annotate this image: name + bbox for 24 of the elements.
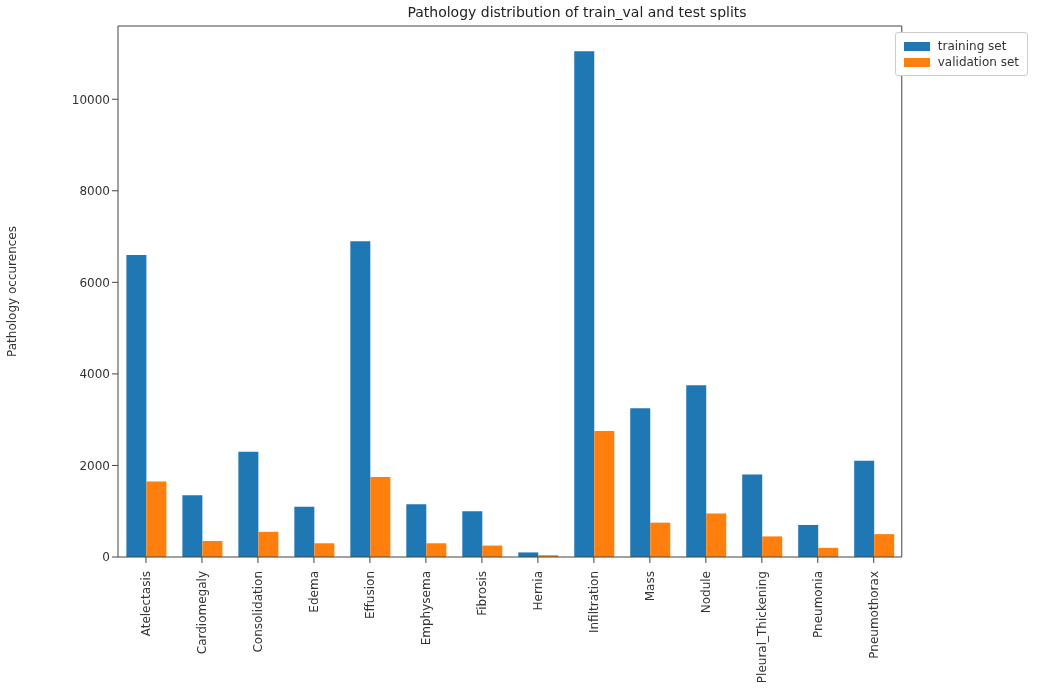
y-tick-label: 8000 [79,184,110,199]
legend-label: validation set [937,55,1019,69]
y-tick-label: 10000 [71,92,110,107]
x-tick-label: Pneumonia [810,571,825,638]
y-tick-label: 4000 [79,367,110,382]
x-tick-label: Consolidation [250,571,265,653]
x-tick-label: Mass [642,571,657,602]
chart-title: Pathology distribution of train_val and test splits [406,4,748,20]
y-tick-label: 6000 [79,275,110,290]
x-tick-label: Pneumothorax [866,571,881,659]
x-tick-label: Effusion [362,571,377,619]
x-tick-label: Fibrosis [474,571,489,616]
y-tick-label: 0 [102,550,110,565]
x-tick-label: Infiltration [586,571,601,634]
x-tick-label: Emphysema [418,571,433,646]
x-tick-label: Atelectasis [138,571,153,637]
x-tick-label: Pleural_Thickening [754,571,769,684]
x-tick-label: Edema [306,571,321,613]
x-tick-label: Nodule [698,571,713,614]
y-tick-label: 2000 [79,458,110,473]
x-tick-label: Cardiomegaly [194,571,209,655]
x-tick-label: Hernia [530,571,545,611]
y-axis-title: Pathology occurences [5,226,20,357]
legend-label: training set [937,39,1007,53]
